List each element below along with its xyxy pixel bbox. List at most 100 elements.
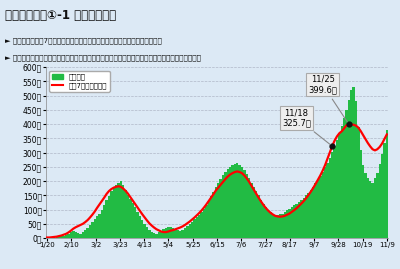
- Bar: [198, 215, 200, 238]
- Bar: [284, 212, 286, 238]
- Bar: [348, 100, 350, 238]
- Bar: [60, 236, 63, 238]
- Bar: [148, 229, 150, 238]
- Bar: [150, 232, 153, 238]
- Bar: [336, 140, 338, 238]
- Bar: [205, 205, 208, 238]
- Bar: [298, 202, 300, 238]
- Bar: [331, 152, 333, 238]
- Bar: [162, 229, 165, 238]
- Bar: [219, 179, 222, 238]
- Bar: [101, 210, 103, 238]
- Bar: [120, 181, 122, 238]
- Bar: [110, 191, 112, 238]
- Bar: [117, 183, 120, 238]
- Bar: [378, 164, 381, 238]
- Bar: [264, 207, 267, 238]
- Bar: [134, 207, 136, 238]
- Bar: [74, 232, 77, 238]
- Bar: [357, 127, 360, 238]
- Bar: [143, 224, 146, 238]
- Bar: [300, 200, 302, 238]
- Bar: [167, 227, 170, 238]
- Bar: [108, 196, 110, 238]
- Text: ► 急速に感染拡大しており、深刻な状況になる前に、感染拡大防止策を早急に講じる必要がある。: ► 急速に感染拡大しており、深刻な状況になる前に、感染拡大防止策を早急に講じる必…: [5, 55, 201, 62]
- Bar: [236, 163, 238, 238]
- Bar: [255, 191, 257, 238]
- Bar: [329, 158, 331, 238]
- Bar: [212, 192, 215, 238]
- Bar: [158, 232, 160, 238]
- Bar: [105, 200, 108, 238]
- Bar: [246, 174, 248, 238]
- Bar: [56, 237, 58, 238]
- Bar: [360, 150, 362, 238]
- Bar: [208, 201, 210, 238]
- Bar: [231, 165, 234, 238]
- Bar: [383, 143, 386, 238]
- Bar: [122, 185, 124, 238]
- Bar: [94, 219, 96, 238]
- Bar: [139, 216, 141, 238]
- Bar: [376, 173, 378, 238]
- Bar: [115, 185, 117, 238]
- Bar: [234, 164, 236, 238]
- Bar: [381, 154, 383, 238]
- Bar: [338, 133, 340, 238]
- Bar: [129, 199, 132, 238]
- Bar: [350, 90, 352, 238]
- Bar: [276, 215, 279, 238]
- Text: 11/25
399.6人: 11/25 399.6人: [308, 75, 347, 122]
- Bar: [132, 203, 134, 238]
- Bar: [279, 214, 281, 238]
- Bar: [302, 198, 305, 238]
- Bar: [243, 170, 246, 238]
- Bar: [317, 180, 319, 238]
- Bar: [322, 172, 324, 238]
- Bar: [82, 232, 84, 238]
- Text: ► 新規陽性者数の7日間平均は高い水準のまま連続して大幅に増加している。: ► 新規陽性者数の7日間平均は高い水準のまま連続して大幅に増加している。: [5, 38, 162, 44]
- Text: 11/18
325.7人: 11/18 325.7人: [282, 108, 330, 144]
- Bar: [98, 214, 101, 238]
- Bar: [193, 219, 196, 238]
- Bar: [293, 205, 295, 238]
- Bar: [215, 187, 217, 238]
- Bar: [369, 181, 371, 238]
- Bar: [291, 207, 293, 238]
- Bar: [226, 169, 229, 238]
- Bar: [367, 178, 369, 238]
- Bar: [222, 175, 224, 238]
- Bar: [91, 222, 94, 238]
- Bar: [362, 165, 364, 238]
- Bar: [196, 217, 198, 238]
- Bar: [352, 87, 355, 238]
- Bar: [86, 228, 89, 238]
- Bar: [345, 110, 348, 238]
- Bar: [343, 118, 345, 238]
- Bar: [179, 231, 181, 238]
- Bar: [174, 229, 177, 238]
- Bar: [186, 226, 188, 238]
- Bar: [146, 227, 148, 238]
- Bar: [70, 232, 72, 238]
- Bar: [58, 237, 60, 238]
- Bar: [333, 146, 336, 238]
- Bar: [260, 200, 262, 238]
- Bar: [324, 168, 326, 238]
- Bar: [124, 190, 127, 238]
- Bar: [112, 188, 115, 238]
- Bar: [165, 228, 167, 238]
- Bar: [177, 230, 179, 238]
- Bar: [77, 233, 79, 238]
- Bar: [312, 187, 314, 238]
- Bar: [181, 230, 184, 238]
- Bar: [67, 234, 70, 238]
- Bar: [96, 217, 98, 238]
- Bar: [307, 193, 310, 238]
- Bar: [63, 236, 65, 238]
- Bar: [262, 204, 264, 238]
- Bar: [355, 101, 357, 238]
- Bar: [248, 178, 250, 238]
- Bar: [274, 215, 276, 238]
- Bar: [89, 225, 91, 238]
